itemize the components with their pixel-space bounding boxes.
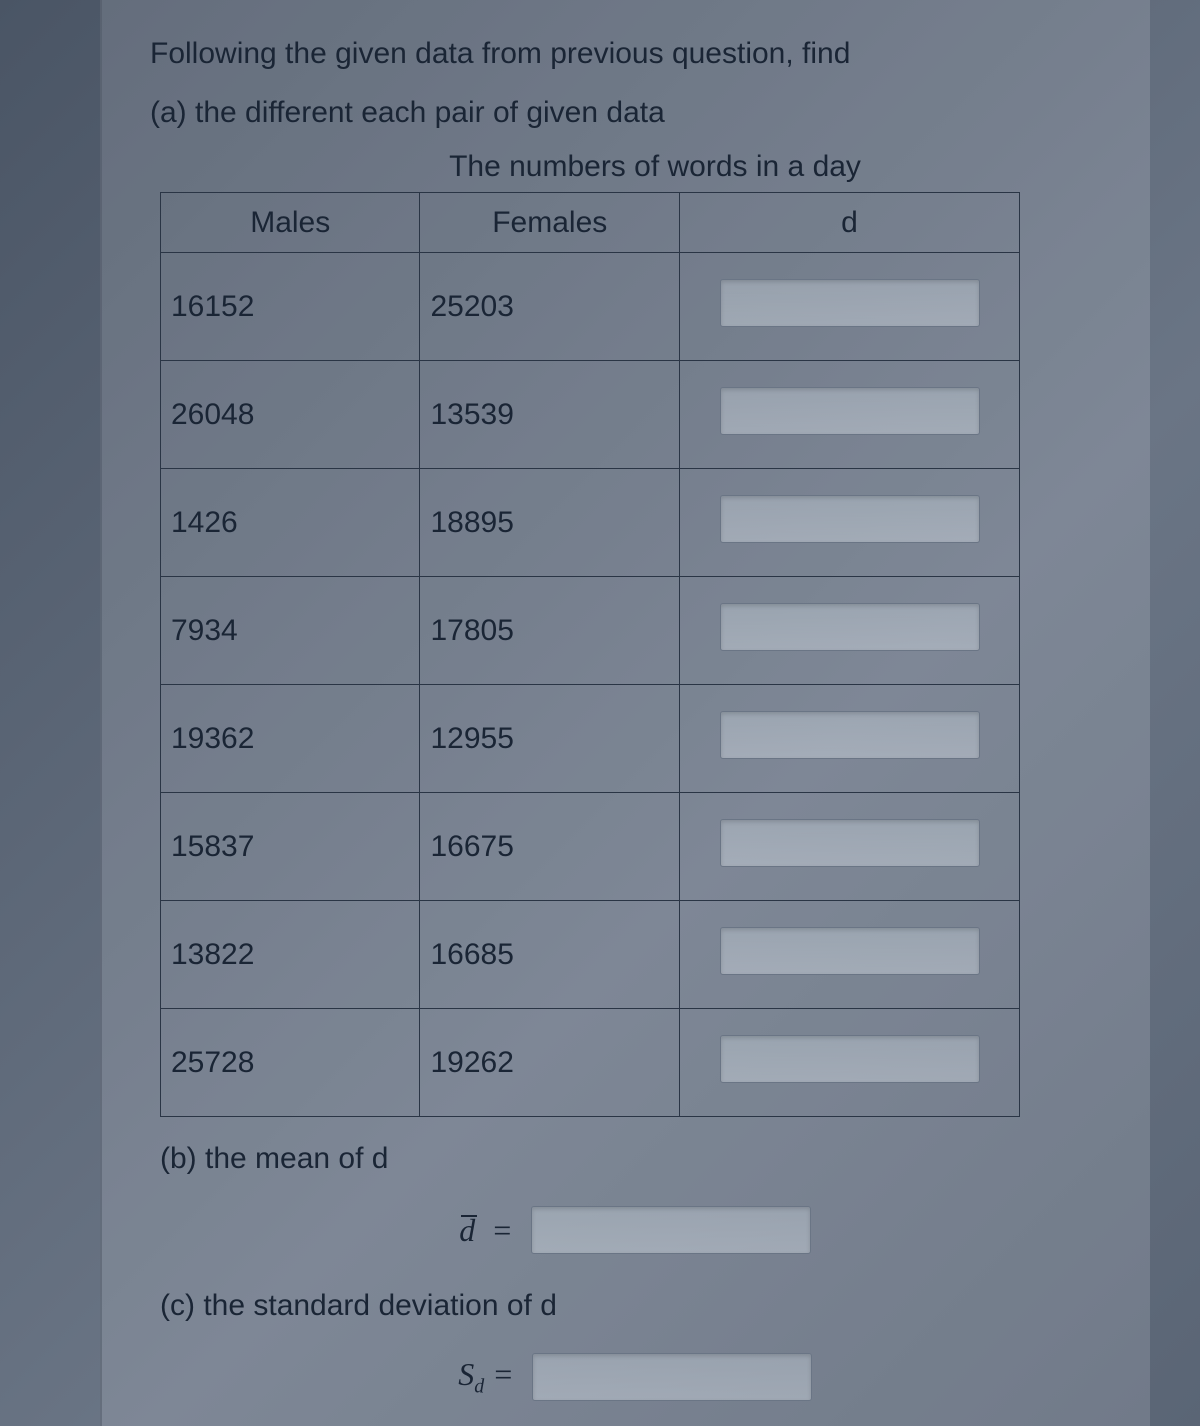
d-cell	[680, 577, 1020, 685]
table-row: 19362 12955	[161, 685, 1020, 793]
question-content: Following the given data from previous q…	[100, 0, 1150, 1426]
females-cell: 13539	[420, 361, 680, 469]
sd-formula-label: Sd =	[458, 1356, 514, 1398]
females-cell: 16685	[420, 901, 680, 1009]
males-cell: 26048	[161, 361, 420, 469]
table-row: 1426 18895	[161, 469, 1020, 577]
sd-sub: d	[474, 1375, 484, 1397]
males-cell: 25728	[161, 1009, 420, 1117]
table-row: 16152 25203	[161, 253, 1020, 361]
d-input[interactable]	[720, 711, 980, 759]
sd-formula-row: Sd =	[150, 1353, 1110, 1401]
d-cell	[680, 901, 1020, 1009]
d-input[interactable]	[720, 495, 980, 543]
d-input[interactable]	[720, 1035, 980, 1083]
table-row: 13822 16685	[161, 901, 1020, 1009]
table-row: 26048 13539	[161, 361, 1020, 469]
d-input[interactable]	[720, 387, 980, 435]
sd-main: S	[458, 1356, 474, 1392]
part-b-label: (b) the mean of d	[160, 1142, 1110, 1176]
table-header-row: Males Females d	[161, 193, 1020, 253]
sd-eq: =	[484, 1356, 514, 1392]
question-intro: Following the given data from previous q…	[150, 30, 1110, 78]
table-title: The numbers of words in a day	[150, 150, 1110, 184]
males-cell: 19362	[161, 685, 420, 793]
mean-formula-label: d =	[459, 1212, 513, 1249]
d-cell	[680, 685, 1020, 793]
females-cell: 18895	[420, 469, 680, 577]
d-cell	[680, 361, 1020, 469]
males-cell: 16152	[161, 253, 420, 361]
d-cell	[680, 793, 1020, 901]
part-a-label: (a) the different each pair of given dat…	[150, 96, 1110, 130]
column-header-females: Females	[420, 193, 680, 253]
d-input[interactable]	[720, 819, 980, 867]
column-header-males: Males	[161, 193, 420, 253]
table-row: 25728 19262	[161, 1009, 1020, 1117]
part-c-label: (c) the standard deviation of d	[160, 1289, 1110, 1323]
males-cell: 13822	[161, 901, 420, 1009]
females-cell: 25203	[420, 253, 680, 361]
mean-input[interactable]	[531, 1206, 811, 1254]
males-cell: 1426	[161, 469, 420, 577]
females-cell: 16675	[420, 793, 680, 901]
data-table: Males Females d 16152 25203 26048 13539 …	[160, 192, 1020, 1117]
females-cell: 12955	[420, 685, 680, 793]
d-cell	[680, 253, 1020, 361]
females-cell: 19262	[420, 1009, 680, 1117]
males-cell: 7934	[161, 577, 420, 685]
d-input[interactable]	[720, 279, 980, 327]
d-cell	[680, 469, 1020, 577]
table-row: 7934 17805	[161, 577, 1020, 685]
d-cell	[680, 1009, 1020, 1117]
sd-input[interactable]	[532, 1353, 812, 1401]
females-cell: 17805	[420, 577, 680, 685]
d-input[interactable]	[720, 603, 980, 651]
table-row: 15837 16675	[161, 793, 1020, 901]
d-input[interactable]	[720, 927, 980, 975]
column-header-d: d	[680, 193, 1020, 253]
males-cell: 15837	[161, 793, 420, 901]
mean-formula-row: d =	[150, 1206, 1110, 1254]
